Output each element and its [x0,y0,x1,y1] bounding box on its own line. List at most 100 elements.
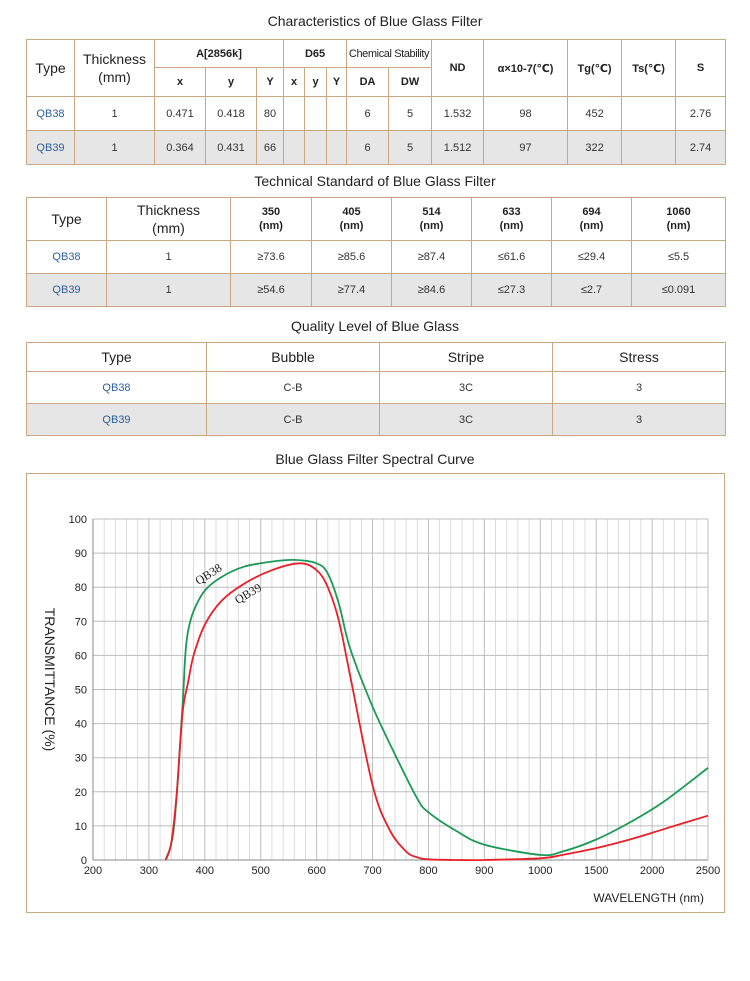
cell-405nm: ≥77.4 [311,273,392,307]
col-thickness: Thickness (mm) [74,39,155,97]
col-type: Type [26,342,207,372]
table-row: QB39 1 ≥54.6 ≥77.4 ≥84.6 ≤27.3 ≤2.7 ≤0.0… [26,273,726,307]
cell-thickness: 1 [74,130,155,165]
x-tick-label: 400 [196,865,214,877]
col-s: S [675,39,727,97]
x-tick-label: 800 [419,865,437,877]
cell-stripe: 3C [379,403,553,436]
table-row: QB39 1 0.364 0.431 66 6 5 1.512 97 322 2… [26,130,727,165]
y-tick-label: 80 [75,582,87,594]
cell-350nm: ≥54.6 [230,273,312,307]
col-da: DA [346,67,390,97]
cell-nd: 1.512 [431,130,485,165]
col-a-x: x [154,67,206,97]
cell-thickness: 1 [106,240,231,274]
cell-d65-y [304,96,328,131]
col-ts: Ts(℃) [621,39,677,97]
cell-tg: 322 [567,130,623,165]
annotation-qb38: QB38 [193,561,225,588]
cell-694nm: ≤29.4 [551,240,632,274]
cell-dw: 5 [388,130,433,165]
x-tick-label: 1500 [584,865,608,877]
y-axis-label: TRANSMITTANCE (%) [42,608,58,752]
cell-405nm: ≥85.6 [311,240,392,274]
chart-title: Blue Glass Filter Spectral Curve [275,451,475,467]
col-1060nm: 1060 (nm) [631,197,726,241]
y-tick-label: 100 [69,514,87,526]
cell-d65-Y [326,130,348,165]
col-d65-y: y [304,67,328,97]
col-stripe: Stripe [379,342,553,372]
y-tick-label: 90 [75,548,87,560]
col-tg: Tg(℃) [567,39,623,97]
col-chemical-stability: Chemical Stability [346,39,433,68]
cell-type: QB38 [26,371,207,404]
col-a-y: y [205,67,257,97]
cell-ts [621,96,677,131]
cell-nd: 1.532 [431,96,485,131]
cell-x: 0.471 [154,96,206,131]
cell-tg: 452 [567,96,623,131]
col-nd: ND [431,39,485,97]
cell-stress: 3 [552,371,726,404]
table1-title: Characteristics of Blue Glass Filter [267,13,483,29]
col-d65: D65 [283,39,348,68]
cell-y: 0.431 [205,130,257,165]
cell-633nm: ≤27.3 [471,273,552,307]
characteristics-table: Type Thickness (mm) A[2856k] D65 Chemica… [26,39,727,165]
cell-alpha: 98 [483,96,569,131]
cell-type: QB39 [26,403,207,436]
cell-Y: 66 [255,130,285,165]
cell-x: 0.364 [154,130,206,165]
cell-type: QB39 [26,130,75,165]
table-row: QB38 1 0.471 0.418 80 6 5 1.532 98 452 2… [26,96,727,131]
cell-d65-x [283,96,306,131]
spectral-curve-chart: 200 300 400 500 600 700 800 900 1000 1500 2000 2500… [26,473,725,913]
cell-d65-x [283,130,306,165]
cell-d65-Y [326,96,348,131]
x-tick-label: 600 [307,865,325,877]
cell-1060nm: ≤0.091 [631,273,726,307]
cell-bubble: C-B [206,403,380,436]
cell-stress: 3 [552,403,726,436]
y-tick-label: 0 [81,855,87,867]
x-tick-label: 2500 [696,865,720,877]
x-tick-label: 300 [140,865,158,877]
col-stress: Stress [552,342,726,372]
series-line-qb38 [164,558,709,861]
cell-y: 0.418 [205,96,257,131]
cell-694nm: ≤2.7 [551,273,632,307]
table-row: QB38 C-B 3C 3 [26,371,726,404]
cell-stripe: 3C [379,371,553,404]
y-tick-label: 50 [75,685,87,697]
cell-633nm: ≤61.6 [471,240,552,274]
cell-thickness: 1 [74,96,155,131]
cell-type: QB39 [26,273,107,307]
cell-da: 6 [346,130,390,165]
col-bubble: Bubble [206,342,380,372]
cell-514nm: ≥87.4 [391,240,472,274]
cell-Y: 80 [255,96,285,131]
cell-type: QB38 [26,240,107,274]
table-row: QB38 1 ≥73.6 ≥85.6 ≥87.4 ≤61.6 ≤29.4 ≤5.… [26,240,726,274]
chart-svg: 200 300 400 500 600 700 800 900 1000 1500 2000 2500… [42,514,720,905]
col-a-Y: Y [255,67,285,97]
y-tick-label: 10 [75,821,87,833]
col-d65-x: x [283,67,306,97]
quality-level-table: Type Bubble Stripe Stress QB38 C-B 3C 3 … [26,342,726,436]
table-row: QB39 C-B 3C 3 [26,403,726,436]
cell-1060nm: ≤5.5 [631,240,726,274]
y-tick-label: 30 [75,753,87,765]
cell-type: QB38 [26,96,75,131]
cell-dw: 5 [388,96,433,131]
x-tick-label: 700 [363,865,381,877]
series-line-qb39 [164,562,709,862]
y-tick-label: 20 [75,787,87,799]
annotation-qb39: QB39 [232,580,264,606]
y-tick-label: 60 [75,650,87,662]
col-type: Type [26,197,107,241]
technical-standard-table: Type Thickness (mm) 350 (nm) 405 (nm) 51… [26,197,726,307]
col-dw: DW [388,67,433,97]
cell-s: 2.76 [675,96,727,131]
cell-350nm: ≥73.6 [230,240,312,274]
